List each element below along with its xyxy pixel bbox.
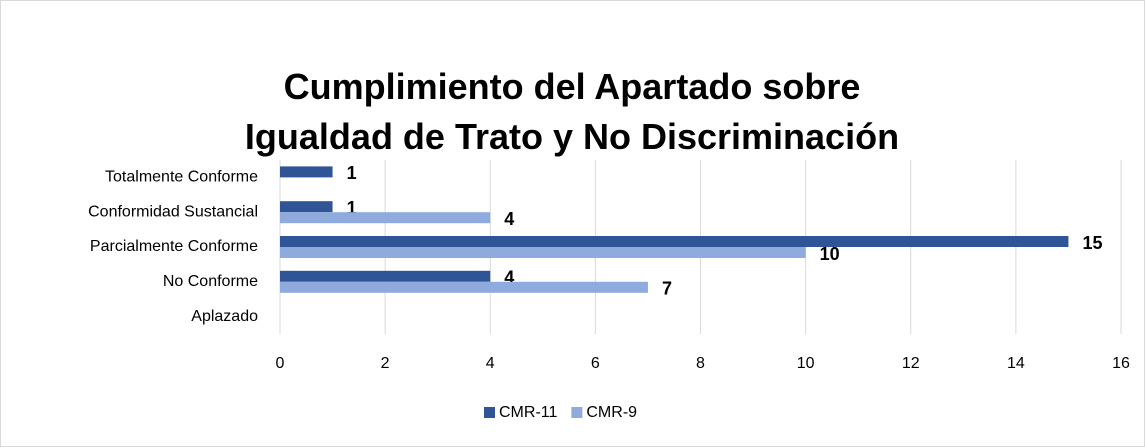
legend-swatch (571, 407, 583, 418)
x-tick-label: 2 (381, 355, 390, 372)
legend-label: CMR-9 (586, 404, 637, 421)
data-label: 1 (347, 198, 357, 218)
x-tick-label: 10 (797, 355, 815, 372)
y-tick-label: No Conforme (163, 273, 258, 290)
x-tick-label: 16 (1112, 355, 1130, 372)
data-label: 7 (662, 279, 672, 299)
legend-swatch (484, 407, 495, 418)
x-tick-label: 6 (591, 355, 600, 372)
x-tick-label: 14 (1007, 355, 1025, 372)
y-tick-label: Parcialmente Conforme (90, 238, 258, 255)
y-tick-label: Aplazado (191, 308, 258, 325)
x-tick-label: 4 (486, 355, 495, 372)
data-label: 4 (504, 209, 514, 229)
legend-label: CMR-11 (499, 404, 557, 421)
bar (280, 201, 333, 213)
bar (280, 236, 1069, 247)
data-label: 10 (820, 244, 840, 264)
bar (280, 281, 648, 293)
x-tick-label: 0 (276, 355, 285, 372)
bar (280, 270, 491, 282)
data-label: 4 (504, 268, 514, 288)
bar (280, 212, 491, 224)
x-tick-label: 8 (696, 355, 705, 372)
data-label: 1 (347, 163, 357, 183)
bar (280, 247, 806, 258)
x-tick-label: 12 (902, 355, 920, 372)
y-tick-label: Conformidad Sustancial (88, 203, 258, 220)
bar (280, 166, 333, 178)
chart-title: Cumplimiento del Apartado sobre Igualdad… (244, 66, 900, 157)
y-tick-label: Totalmente Conforme (105, 169, 258, 186)
data-label: 15 (1082, 233, 1102, 253)
